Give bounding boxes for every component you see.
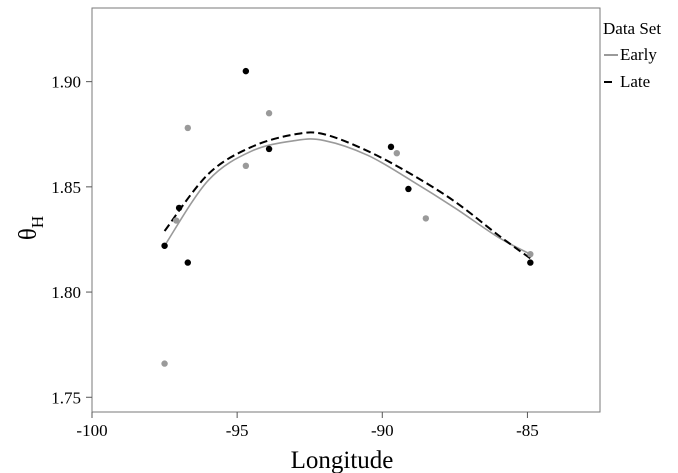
point-early [184, 124, 191, 132]
svg-text:θH: θH [15, 216, 47, 240]
legend: Data Set Early Late [603, 19, 661, 91]
point-late [265, 145, 273, 153]
legend-entries: Early Late [604, 45, 657, 91]
point-early [265, 110, 273, 117]
point-early [422, 215, 430, 222]
y-tick-label: 1.80 [51, 283, 81, 302]
legend-label-late: Late [620, 72, 650, 91]
point-late [242, 67, 250, 75]
x-axis-title: Longitude [291, 447, 394, 473]
x-tick-label: -95 [226, 421, 249, 440]
plot-frame [91, 7, 601, 413]
axis-ticks: -100 -95 -90 -85 1.75 1.80 1.85 1.90 [51, 73, 539, 440]
point-late [184, 259, 191, 266]
point-early [393, 149, 400, 157]
data-points [161, 67, 534, 367]
x-tick-label: -90 [371, 421, 394, 440]
point-late [405, 185, 412, 193]
point-early [161, 360, 168, 367]
point-early [527, 250, 534, 258]
fit-line-late [163, 131, 531, 260]
fit-line-early [163, 138, 531, 255]
point-late [387, 143, 395, 151]
y-axis-title-main: θ [15, 228, 42, 240]
x-tick-label: -85 [516, 421, 539, 440]
point-late [175, 204, 183, 212]
legend-label-early: Early [620, 45, 657, 64]
point-late [161, 242, 168, 249]
y-axis-title-subscript: H [28, 216, 47, 228]
y-tick-label: 1.75 [51, 388, 81, 407]
x-tick-label: -100 [76, 421, 107, 440]
point-early [172, 217, 180, 224]
point-early [242, 162, 250, 170]
y-axis-title: θH [15, 216, 47, 240]
legend-title: Data Set [603, 19, 661, 38]
point-late [527, 259, 534, 266]
y-tick-label: 1.90 [51, 73, 81, 92]
fit-lines [163, 131, 531, 260]
y-tick-label: 1.85 [51, 178, 81, 197]
